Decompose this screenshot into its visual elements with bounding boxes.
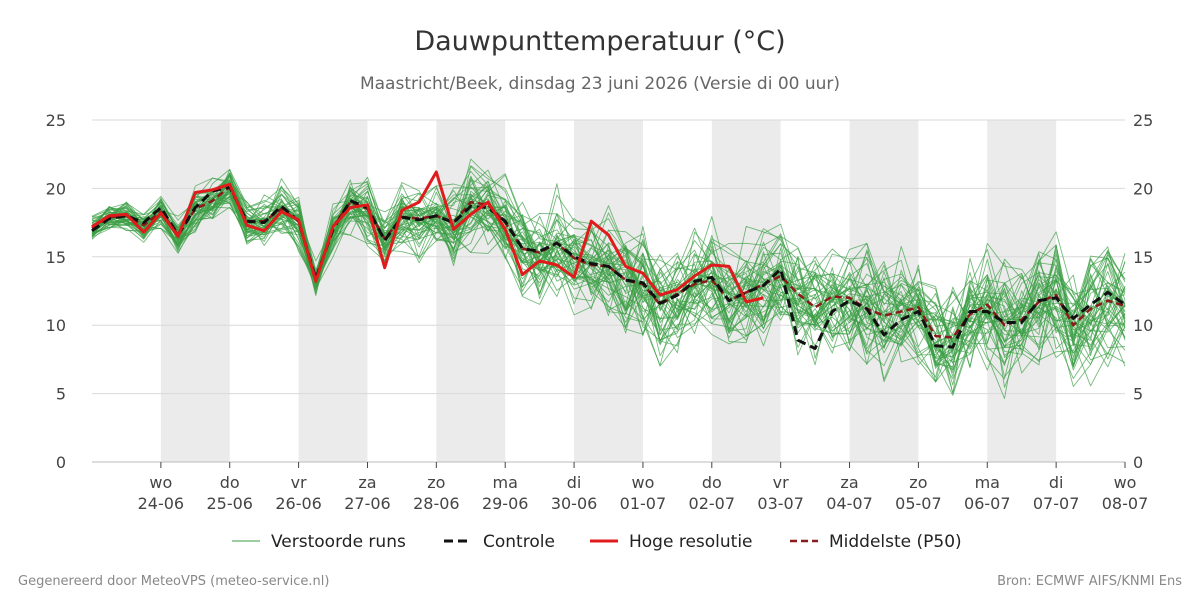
ensemble-member-line bbox=[91, 189, 1126, 399]
x-tick-date-label: 29-06 bbox=[482, 494, 529, 513]
x-tick-date-label: 01-07 bbox=[620, 494, 667, 513]
ensemble-member-line bbox=[91, 191, 1126, 396]
x-tick-date-label: 07-07 bbox=[1033, 494, 1080, 513]
legend-label: Controle bbox=[483, 532, 555, 552]
x-tick-day-label: zo bbox=[427, 473, 445, 492]
y-tick-label-right: 0 bbox=[1133, 453, 1143, 472]
y-tick-label-left: 5 bbox=[56, 385, 66, 404]
ensemble-member-line bbox=[91, 192, 1126, 383]
x-tick-day-label: ma bbox=[975, 473, 1000, 492]
y-tick-label-right: 10 bbox=[1133, 316, 1153, 335]
x-tick-date-label: 26-06 bbox=[275, 494, 322, 513]
legend-label: Verstoorde runs bbox=[271, 532, 406, 552]
x-tick-date-label: 08-07 bbox=[1102, 494, 1149, 513]
x-tick-date-label: 04-07 bbox=[826, 494, 873, 513]
x-tick-date-label: 25-06 bbox=[206, 494, 253, 513]
x-tick-date-label: 24-06 bbox=[138, 494, 185, 513]
y-tick-label-left: 10 bbox=[46, 316, 66, 335]
ensemble-member-line bbox=[91, 200, 1126, 367]
x-tick-date-label: 03-07 bbox=[757, 494, 804, 513]
x-tick-day-label: do bbox=[702, 473, 722, 492]
ensemble-member-line bbox=[91, 195, 1126, 368]
day-band bbox=[298, 120, 368, 462]
x-tick-day-label: za bbox=[840, 473, 858, 492]
y-tick-label-right: 5 bbox=[1133, 385, 1143, 404]
x-tick-day-label: di bbox=[567, 473, 582, 492]
ensemble-member-line bbox=[91, 187, 1126, 394]
chart-subtitle: Maastricht/Beek, dinsdag 23 juni 2026 (V… bbox=[360, 74, 840, 94]
y-tick-label-left: 20 bbox=[46, 179, 66, 198]
x-tick-day-label: za bbox=[358, 473, 376, 492]
hres-line bbox=[91, 170, 764, 304]
x-tick-day-label: vr bbox=[773, 473, 789, 492]
legend-label: Hoge resolutie bbox=[629, 532, 753, 552]
ensemble-member-line bbox=[91, 199, 1126, 380]
ensemble-member-line bbox=[91, 190, 1126, 371]
y-tick-label-left: 25 bbox=[46, 111, 66, 130]
y-tick-label-left: 0 bbox=[56, 453, 66, 472]
x-tick-day-label: do bbox=[220, 473, 240, 492]
x-tick-date-label: 27-06 bbox=[344, 494, 391, 513]
x-tick-day-label: wo bbox=[1114, 473, 1137, 492]
x-tick-day-label: ma bbox=[493, 473, 518, 492]
x-tick-date-label: 02-07 bbox=[689, 494, 736, 513]
legend: Verstoorde runs Controle Hoge resolutie Mid… bbox=[232, 532, 962, 552]
x-tick-day-label: wo bbox=[631, 473, 654, 492]
y-tick-label-right: 20 bbox=[1133, 179, 1153, 198]
x-tick-day-label: zo bbox=[909, 473, 927, 492]
x-tick-day-label: vr bbox=[291, 473, 307, 492]
legend-label: Middelste (P50) bbox=[829, 532, 962, 552]
x-tick-day-label: di bbox=[1049, 473, 1064, 492]
ensemble-member-line bbox=[91, 173, 1126, 348]
y-tick-label-right: 15 bbox=[1133, 248, 1153, 267]
x-tick-date-label: 06-07 bbox=[964, 494, 1011, 513]
x-tick-date-label: 30-06 bbox=[551, 494, 598, 513]
axes: 0 0 5 5 10 10 15 15 20 20 25 25 wo 24-06 do 25-06 vr 26-0… bbox=[46, 111, 1154, 513]
x-tick-date-label: 05-07 bbox=[895, 494, 942, 513]
x-tick-date-label: 28-06 bbox=[413, 494, 460, 513]
footer-credit: Gegenereerd door MeteoVPS (meteo-service… bbox=[18, 574, 329, 589]
control-line bbox=[91, 185, 1126, 350]
day-bands bbox=[160, 120, 1057, 462]
ensemble-member-line bbox=[91, 173, 1126, 353]
y-tick-label-right: 25 bbox=[1133, 111, 1153, 130]
day-band bbox=[160, 120, 230, 462]
footer-source: Bron: ECMWF AIFS/KNMI Ens bbox=[997, 574, 1182, 589]
x-tick-day-label: wo bbox=[149, 473, 172, 492]
chart-title: Dauwpunttemperatuur (°C) bbox=[414, 26, 785, 57]
main-lines bbox=[91, 170, 1126, 350]
ensemble-member-line bbox=[91, 193, 1126, 380]
y-tick-label-left: 15 bbox=[46, 248, 66, 267]
